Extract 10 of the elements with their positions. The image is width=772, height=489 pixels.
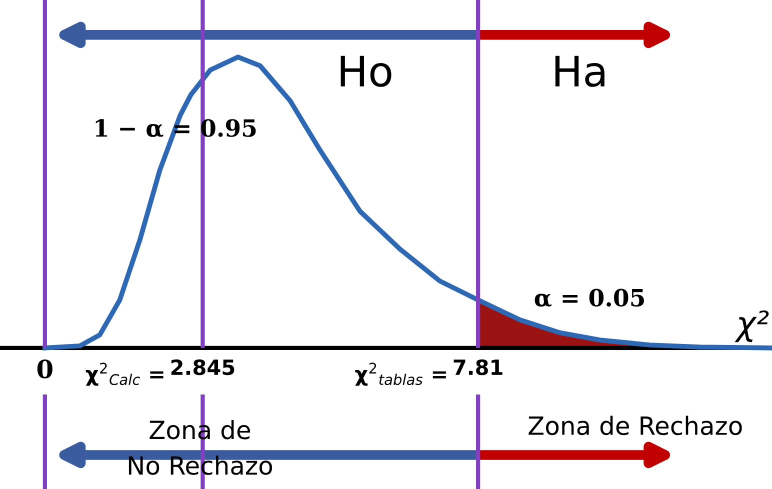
- annotation: Ha: [555, 56, 604, 87]
- x-tick-label: 0: [37, 359, 52, 378]
- x-tick-label: 7.81: [454, 359, 502, 376]
- text: χ$^{2}$$_{tablas}$ =: [355, 362, 446, 386]
- x-axis-title: χ²: [734, 310, 769, 342]
- annotation: α = 0.05: [534, 288, 644, 307]
- x-tick-label: 2.845: [171, 359, 234, 376]
- text: Zona de Rechazo: [528, 416, 742, 436]
- text: χ$^{2}$$_{Calc}$ =: [86, 362, 164, 386]
- annotation: Ho: [340, 56, 392, 87]
